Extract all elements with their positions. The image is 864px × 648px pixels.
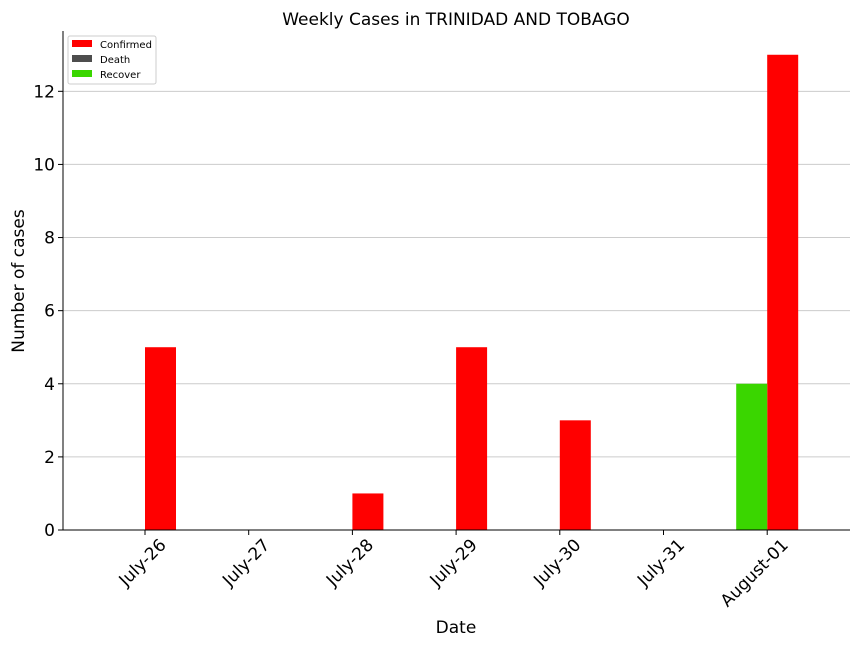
y-tick-label: 2 bbox=[44, 448, 55, 468]
bars bbox=[145, 54, 799, 531]
legend: Confirmed Death Recover bbox=[67, 35, 157, 85]
legend-swatch bbox=[72, 55, 92, 62]
bar-confirmed bbox=[559, 420, 591, 530]
chart-title: Weekly Cases in TRINIDAD AND TOBAGO bbox=[282, 10, 630, 30]
y-ticks: 0 2 4 6 8 10 12 bbox=[33, 82, 63, 541]
legend-label: Recover bbox=[100, 70, 141, 81]
y-tick-label: 10 bbox=[33, 155, 55, 175]
x-tick-label: July-27 bbox=[218, 535, 274, 591]
legend-swatch bbox=[72, 40, 92, 47]
y-tick-label: 12 bbox=[33, 82, 55, 102]
x-ticks: July-26 July-27 July-28 July-29 July-30 July-… bbox=[115, 530, 793, 611]
bar-confirmed bbox=[456, 347, 488, 530]
x-tick-label: August-01 bbox=[717, 535, 793, 611]
y-tick-label: 0 bbox=[44, 521, 55, 541]
x-tick-label: July-28 bbox=[322, 535, 378, 591]
bar-recover bbox=[736, 383, 768, 530]
x-tick-label: July-31 bbox=[633, 535, 689, 591]
grid-lines bbox=[63, 90, 850, 458]
y-axis-label: Number of cases bbox=[9, 209, 29, 353]
bar-confirmed bbox=[145, 347, 176, 530]
x-tick-label: July-26 bbox=[115, 535, 171, 591]
x-tick-label: July-30 bbox=[529, 535, 585, 591]
legend-label: Death bbox=[100, 55, 130, 66]
y-tick-label: 8 bbox=[44, 229, 55, 249]
legend-label: Confirmed bbox=[100, 40, 152, 51]
legend-swatch bbox=[72, 70, 92, 77]
x-axis-label: Date bbox=[436, 618, 477, 638]
y-tick-label: 4 bbox=[44, 375, 55, 395]
bar-confirmed bbox=[767, 54, 799, 531]
bar-confirmed bbox=[352, 493, 384, 530]
x-tick-label: July-29 bbox=[426, 535, 482, 591]
y-tick-label: 6 bbox=[44, 302, 55, 322]
